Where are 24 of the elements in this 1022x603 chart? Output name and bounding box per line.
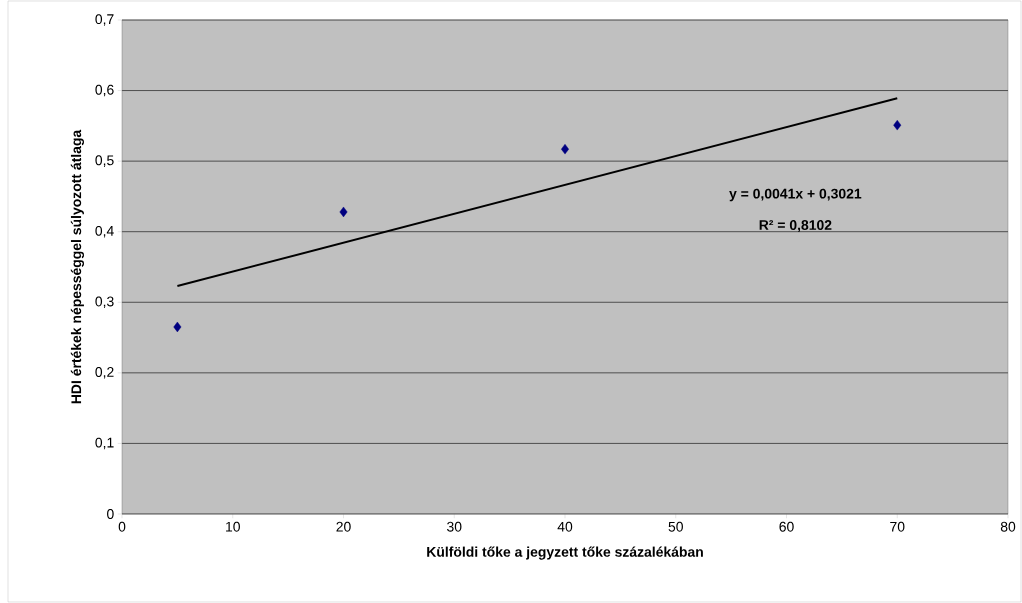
point <box>173 321 182 333</box>
y-tick-label: 0,5 <box>95 155 114 167</box>
y-tick-label: 0,7 <box>95 14 114 26</box>
y-tick-label: 0,4 <box>95 225 114 238</box>
y-tick-label: 0,6 <box>95 84 114 97</box>
point <box>893 119 902 131</box>
x-tick-label: 0 <box>118 521 126 532</box>
x-tick-label: 30 <box>447 521 462 532</box>
x-tick-label: 10 <box>226 521 240 532</box>
y-axis-title: HDI értékek népességgel súlyozott átlaga <box>70 129 85 404</box>
x-tick-label: 40 <box>557 521 573 532</box>
y-tick-label: 0,2 <box>95 367 114 379</box>
y-tick-label: 0 <box>107 509 114 519</box>
x-tick-label: 70 <box>890 521 905 532</box>
annotation: R² = 0,8102 <box>759 220 832 232</box>
annotation: y = 0,0041x + 0,3021 <box>729 188 862 202</box>
x-axis-title: Külföldi tőke a jegyzett tőke százalékában <box>427 546 703 560</box>
x-tick-label: 20 <box>336 521 351 532</box>
y-tick-label: 0,1 <box>95 437 114 450</box>
y-tick-label: 0,3 <box>95 296 114 309</box>
x-tick-label: 60 <box>779 521 794 532</box>
x-tick-label: 50 <box>668 521 683 532</box>
x-tick-label: 80 <box>1000 521 1016 532</box>
point <box>339 206 348 218</box>
